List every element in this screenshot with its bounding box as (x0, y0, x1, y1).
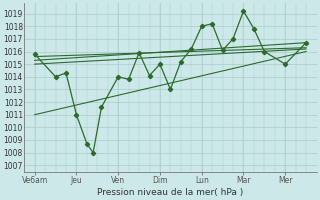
X-axis label: Pression niveau de la mer( hPa ): Pression niveau de la mer( hPa ) (97, 188, 244, 197)
